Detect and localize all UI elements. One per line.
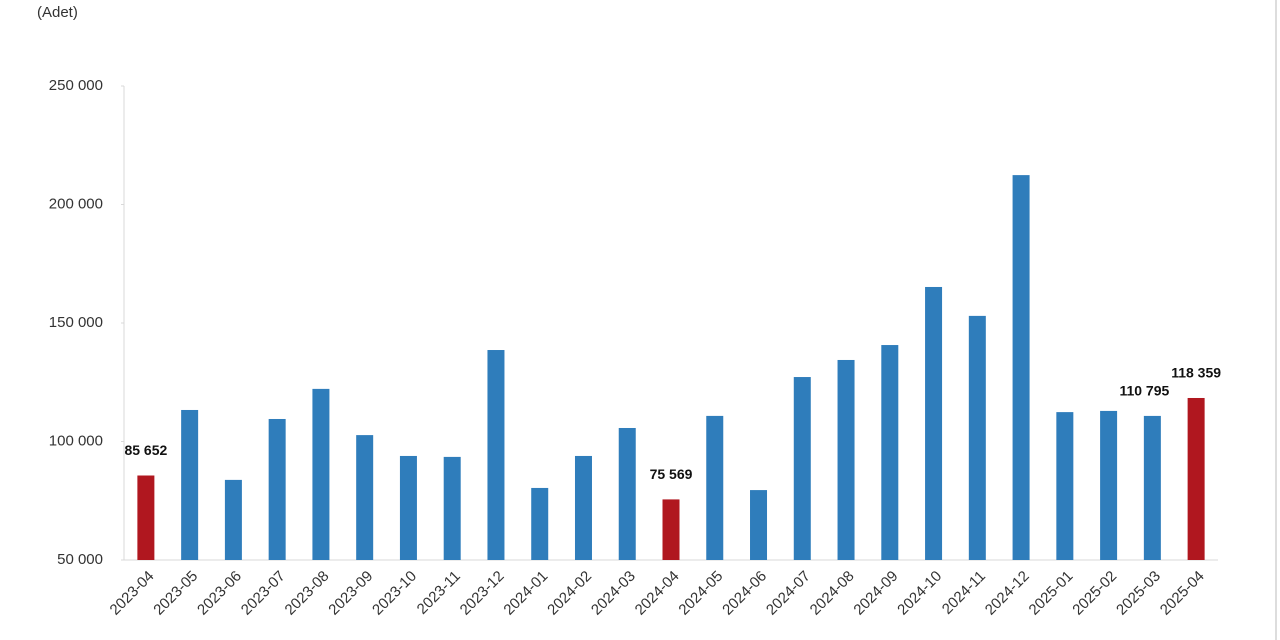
bar [618,427,636,560]
bar [399,455,417,560]
bar [181,409,199,560]
x-tick-label: 2024-05 [675,568,726,619]
bar [925,286,943,560]
y-tick-label: 200 000 [49,195,103,212]
x-tick-label: 2023-11 [414,568,464,618]
x-tick-label: 2025-02 [1069,568,1120,619]
bar [137,475,155,560]
bar [574,455,592,560]
bar [268,418,286,560]
bar [1143,415,1161,560]
value-label: 110 795 [1119,383,1169,399]
bar [224,479,242,560]
bar [531,487,549,560]
y-axis-label: (Adet) [37,4,78,21]
x-tick-label: 2024-01 [500,568,551,619]
x-tick-label: 2024-06 [719,568,770,619]
x-tick-label: 2024-04 [632,568,683,619]
bar [1100,410,1118,560]
x-tick-label: 2023-06 [194,568,245,619]
x-tick-label: 2023-08 [282,568,333,619]
bar [662,499,680,560]
bar [1187,397,1205,560]
bar [750,490,768,560]
x-tick-label: 2024-11 [939,568,989,618]
bar [968,315,986,560]
bar [1056,412,1074,560]
bar [312,388,330,560]
x-tick-label: 2023-12 [457,568,508,619]
y-tick-label: 100 000 [49,432,103,449]
bar [793,377,811,560]
x-tick-label: 2023-10 [369,568,420,619]
value-label: 118 359 [1171,365,1221,381]
y-tick-label: 250 000 [49,77,103,94]
bar [837,359,855,560]
y-tick-label: 150 000 [49,314,103,331]
bar [1012,175,1030,560]
y-tick-label: 50 000 [57,551,103,568]
x-tick-label: 2024-09 [850,568,901,619]
value-label: 85 652 [124,442,167,458]
x-tick-label: 2024-12 [982,568,1033,619]
bar [487,350,505,560]
x-tick-label: 2023-07 [238,568,289,619]
x-tick-label: 2024-08 [807,568,858,619]
x-tick-label: 2023-05 [150,568,201,619]
x-tick-label: 2025-01 [1026,568,1077,619]
x-tick-label: 2023-04 [107,568,158,619]
x-tick-label: 2024-10 [894,568,945,619]
value-label: 75 569 [650,466,693,482]
x-tick-label: 2024-07 [763,568,814,619]
bar [881,345,899,560]
bar [443,456,461,560]
x-tick-label: 2025-03 [1113,568,1164,619]
bar [356,435,374,560]
x-tick-label: 2024-02 [544,568,595,619]
bar [706,415,724,560]
x-tick-label: 2025-04 [1157,568,1208,619]
x-tick-label: 2023-09 [325,568,376,619]
x-tick-label: 2024-03 [588,568,639,619]
